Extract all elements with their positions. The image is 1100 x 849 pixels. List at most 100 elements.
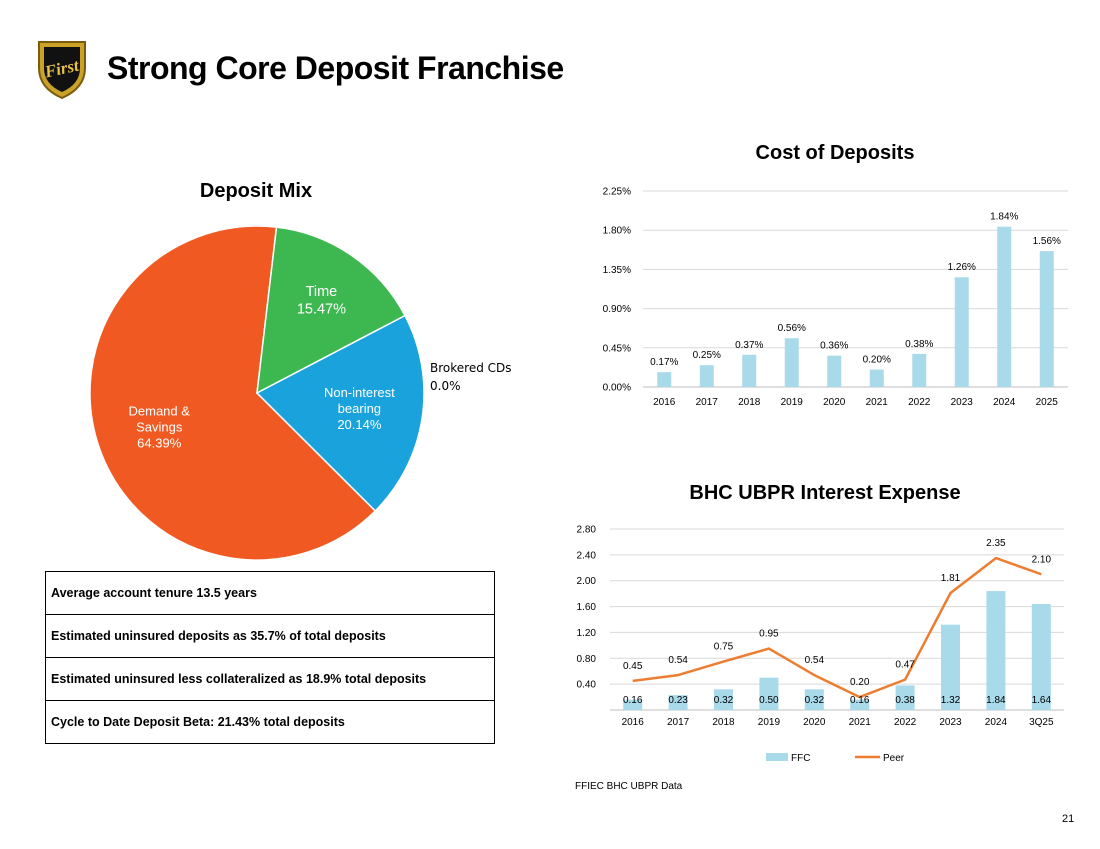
pie-label-name: Savings <box>136 420 183 435</box>
data-label: 0.36% <box>820 341 848 352</box>
ffc-bar-2023 <box>941 624 960 710</box>
ubpr-gridlines <box>610 528 1064 711</box>
bar-2019 <box>784 338 799 387</box>
bar-2016 <box>657 372 672 387</box>
ffc-bar-2018 <box>714 689 733 710</box>
fact-uninsured-less-collateral: Estimated uninsured less collateralized … <box>45 657 495 701</box>
x-tick-label: 2023 <box>939 717 962 728</box>
x-tick-label: 2021 <box>866 397 889 408</box>
fact-deposit-beta: Cycle to Date Deposit Beta: 21.43% total… <box>45 700 495 744</box>
deposit-facts-table: Average account tenure 13.5 years Estima… <box>45 571 495 744</box>
ubpr-legend: FFC Peer <box>766 753 905 764</box>
data-label: 1.26% <box>948 262 976 273</box>
y-tick-label: 2.80 <box>577 525 597 536</box>
bar-2025 <box>1039 251 1054 387</box>
data-label: 0.38% <box>905 339 933 350</box>
y-tick-label: 0.80 <box>577 654 597 665</box>
legend-label-peer: Peer <box>883 753 905 764</box>
y-tick-label: 1.35% <box>603 265 631 276</box>
y-tick-label: 2.25% <box>603 187 631 198</box>
y-tick-label: 1.80% <box>603 226 631 237</box>
x-tick-label: 2025 <box>1036 397 1059 408</box>
ffc-data-label: 0.50 <box>759 695 779 706</box>
ffc-data-label: 1.32 <box>941 695 961 706</box>
pie-slice-demand-savings <box>89 225 377 561</box>
peer-data-label: 2.10 <box>1032 554 1052 565</box>
fact-tenure: Average account tenure 13.5 years <box>45 571 495 615</box>
x-tick-label: 2019 <box>781 397 804 408</box>
company-logo: First <box>38 41 86 100</box>
legend-label-ffc: FFC <box>791 753 810 764</box>
peer-data-label: 0.45 <box>623 661 643 672</box>
y-tick-label: 2.00 <box>577 576 597 587</box>
x-tick-label: 2024 <box>985 717 1008 728</box>
pie-label-name: Non-interest <box>324 385 395 400</box>
table-row: Estimated uninsured less collateralized … <box>45 657 495 701</box>
data-label: 1.84% <box>990 212 1018 223</box>
data-label: 1.56% <box>1033 236 1061 247</box>
x-tick-label: 3Q25 <box>1029 717 1054 728</box>
pie-label-brokered-cds: Brokered CDs 0.0% <box>430 361 512 393</box>
pie-label-value: 64.39% <box>137 436 182 451</box>
deposit-mix-title: Deposit Mix <box>199 180 313 202</box>
x-tick-label: 2024 <box>993 397 1016 408</box>
x-tick-label: 2022 <box>908 397 931 408</box>
ffc-data-label: 0.23 <box>668 695 688 706</box>
peer-data-label: 0.54 <box>668 655 688 666</box>
data-label: 0.56% <box>778 323 806 334</box>
x-tick-label: 2016 <box>622 717 645 728</box>
x-tick-label: 2018 <box>738 397 761 408</box>
ffc-data-label: 0.38 <box>895 695 915 706</box>
bar-2017 <box>699 365 714 387</box>
x-tick-label: 2019 <box>758 717 781 728</box>
y-tick-label: 0.90% <box>603 304 631 315</box>
bar-2024 <box>997 226 1012 387</box>
table-row: Average account tenure 13.5 years <box>45 571 495 615</box>
table-row: Cycle to Date Deposit Beta: 21.43% total… <box>45 700 495 744</box>
y-tick-label: 0.40 <box>577 680 597 691</box>
pie-label-name: Time <box>306 284 338 300</box>
ffc-bar-2020 <box>804 689 824 710</box>
pie-slice-time <box>256 226 407 395</box>
ffc-data-label: 0.32 <box>805 695 825 706</box>
data-label: 0.25% <box>693 350 721 361</box>
ffc-data-label: 0.16 <box>850 695 870 706</box>
bar-2022 <box>912 353 927 387</box>
pie-label-name: bearing <box>338 401 381 416</box>
peer-data-label: 0.75 <box>714 642 734 653</box>
bar-2018 <box>742 354 757 387</box>
pie-label-value: 0.0% <box>430 379 461 393</box>
x-tick-label: 2022 <box>894 717 917 728</box>
ffc-data-label: 1.84 <box>986 695 1006 706</box>
source-note: FFIEC BHC UBPR Data <box>575 781 683 792</box>
y-tick-label: 0.00% <box>603 383 631 394</box>
ffc-bar-2024 <box>986 591 1006 710</box>
x-tick-label: 2017 <box>667 717 690 728</box>
ffc-data-label: 0.16 <box>623 695 643 706</box>
peer-data-label: 0.47 <box>895 660 915 671</box>
ffc-bar-2019 <box>759 677 779 710</box>
ffc-bar-2017 <box>668 695 688 710</box>
ubpr-interest-expense-title: BHC UBPR Interest Expense <box>689 482 961 504</box>
y-tick-label: 0.45% <box>603 343 631 354</box>
table-row: Estimated uninsured deposits as 35.7% of… <box>45 614 495 658</box>
bar-2023 <box>954 277 969 387</box>
x-tick-label: 2018 <box>712 717 735 728</box>
data-label: 0.20% <box>863 355 891 366</box>
y-tick-label: 2.40 <box>577 550 597 561</box>
y-tick-label: 1.20 <box>577 628 597 639</box>
x-tick-label: 2021 <box>849 717 872 728</box>
data-label: 0.37% <box>735 340 763 351</box>
ffc-bar-2016 <box>623 699 643 710</box>
ffc-bar-3Q25 <box>1031 603 1051 710</box>
pie-label-value: 20.14% <box>337 417 382 432</box>
page-number: 21 <box>1062 813 1075 825</box>
pie-label-value: 15.47% <box>297 301 346 317</box>
cost-of-deposits-title: Cost of Deposits <box>755 142 915 164</box>
ffc-data-label: 0.32 <box>714 695 734 706</box>
ffc-bar-2022 <box>895 685 915 710</box>
fact-uninsured: Estimated uninsured deposits as 35.7% of… <box>45 614 495 658</box>
page-title: Strong Core Deposit Franchise <box>107 50 564 86</box>
